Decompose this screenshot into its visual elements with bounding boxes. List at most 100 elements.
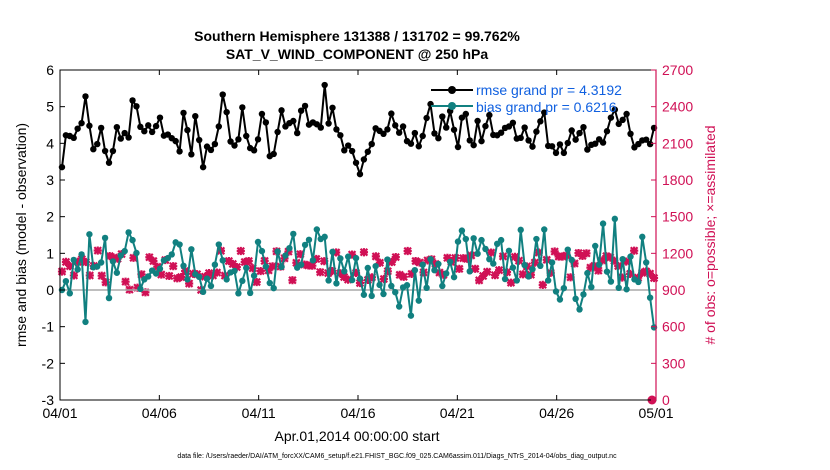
- series-point: [646, 294, 654, 301]
- obs-marker: [375, 258, 385, 267]
- right-tick-label: 1200: [662, 245, 693, 261]
- obs-marker: [598, 256, 607, 265]
- series-point: [344, 142, 352, 149]
- series-point: [619, 256, 626, 263]
- series-point: [325, 120, 332, 127]
- series-point: [642, 259, 650, 266]
- series-point: [435, 260, 442, 268]
- series-point: [486, 256, 493, 263]
- series-point: [584, 146, 591, 153]
- obs-marker: [177, 272, 186, 282]
- series-point: [435, 135, 442, 142]
- obs-marker: [232, 262, 241, 272]
- series-point: [423, 114, 430, 122]
- series-point: [188, 246, 195, 253]
- series-point: [105, 294, 113, 302]
- obs-marker: [629, 246, 639, 255]
- right-tick-label: 0: [662, 392, 670, 408]
- obs-marker: [510, 252, 520, 262]
- series-point: [337, 132, 344, 139]
- series-point: [470, 141, 477, 149]
- obs-marker: [165, 271, 174, 281]
- series-point: [199, 163, 207, 171]
- series-point: [243, 132, 250, 140]
- series-point: [94, 263, 101, 270]
- obs-marker: [506, 278, 516, 287]
- rmse-series: [58, 81, 658, 178]
- series-point: [156, 114, 164, 121]
- series-point: [395, 303, 403, 310]
- obs-marker: [343, 275, 353, 284]
- series-point: [392, 122, 399, 129]
- obs-marker: [618, 273, 627, 282]
- series-point: [235, 290, 242, 297]
- series-point: [82, 93, 89, 100]
- obs-marker: [327, 266, 337, 276]
- series-point: [584, 269, 591, 277]
- obs-marker: [391, 252, 400, 262]
- obs-marker: [65, 261, 75, 271]
- series-point: [152, 122, 160, 130]
- obs-marker: [610, 256, 619, 265]
- obs-marker: [145, 253, 154, 262]
- series-point: [66, 290, 74, 297]
- series-point: [286, 245, 293, 252]
- series-point: [97, 124, 105, 132]
- series-point: [509, 264, 517, 271]
- obs-marker: [570, 259, 579, 268]
- series-point: [156, 265, 164, 272]
- obs-marker: [530, 258, 539, 267]
- obs-marker: [224, 256, 234, 266]
- series-point: [203, 275, 211, 282]
- series-point: [474, 117, 481, 125]
- left-tick-label: -2: [42, 355, 55, 371]
- series-point: [411, 267, 419, 274]
- series-point: [254, 136, 262, 143]
- series-point: [627, 130, 634, 137]
- series-point: [223, 276, 230, 283]
- series-point: [368, 140, 375, 148]
- series-point: [623, 110, 630, 118]
- obs-marker: [359, 248, 369, 257]
- obs-marker: [296, 250, 305, 259]
- series-point: [462, 110, 470, 118]
- obs-marker: [153, 262, 162, 271]
- series-point: [305, 236, 313, 243]
- right-tick-label: 300: [662, 355, 686, 371]
- series-point: [521, 261, 528, 269]
- series-point: [482, 122, 489, 130]
- series-point: [548, 259, 556, 266]
- obs-marker: [641, 267, 651, 276]
- left-axis-label: rmse and bias (model - observation): [13, 123, 29, 347]
- chart-title: Southern Hemisphere 131388 / 131702 = 99…: [194, 28, 520, 44]
- obs-marker: [173, 274, 182, 283]
- series-point: [466, 268, 473, 275]
- left-tick-label: 0: [46, 282, 54, 298]
- series-point: [517, 226, 524, 234]
- series-point: [564, 246, 571, 253]
- right-axis-label: # of obs: o=possible; ×=assimilated: [702, 125, 718, 344]
- series-point: [611, 106, 619, 113]
- obs-marker: [502, 267, 512, 277]
- obs-marker: [586, 263, 595, 272]
- series-point: [431, 130, 438, 137]
- obs-marker: [97, 271, 106, 280]
- obs-marker: [129, 253, 138, 263]
- series-point: [384, 256, 391, 263]
- obs-marker: [308, 261, 317, 270]
- series-point: [603, 268, 611, 275]
- series-point: [274, 128, 281, 136]
- series-point: [113, 124, 121, 131]
- series-point: [576, 129, 583, 137]
- left-tick-label: 5: [46, 99, 54, 115]
- series-point: [341, 147, 348, 154]
- series-point: [443, 124, 450, 131]
- series-point: [227, 138, 234, 145]
- series-point: [117, 135, 124, 142]
- series-point: [133, 103, 140, 110]
- series-point: [215, 123, 223, 130]
- left-tick-label: 3: [46, 172, 54, 188]
- obs-marker: [475, 276, 484, 285]
- series-point: [231, 142, 238, 149]
- series-point: [250, 272, 258, 279]
